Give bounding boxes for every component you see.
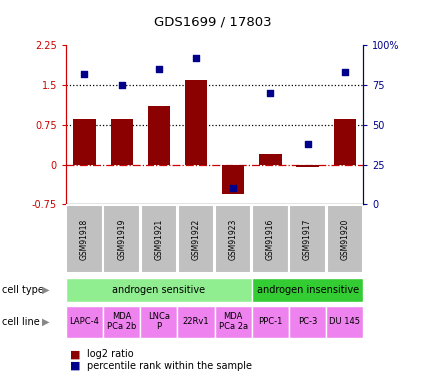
Point: [304, 141, 311, 147]
FancyBboxPatch shape: [66, 278, 252, 302]
Bar: [110, 119, 133, 165]
Text: cell line: cell line: [2, 316, 40, 327]
Point: [230, 186, 237, 192]
Bar: [296, 165, 319, 167]
Text: LAPC-4: LAPC-4: [70, 317, 99, 326]
Text: PPC-1: PPC-1: [258, 317, 283, 326]
Text: GDS1699 / 17803: GDS1699 / 17803: [154, 15, 271, 28]
Text: GSM91917: GSM91917: [303, 218, 312, 260]
FancyBboxPatch shape: [140, 306, 178, 338]
Text: cell type: cell type: [2, 285, 44, 295]
Text: GSM91923: GSM91923: [229, 218, 238, 260]
FancyBboxPatch shape: [326, 205, 363, 273]
Text: ■: ■: [70, 361, 81, 370]
Text: GSM91918: GSM91918: [80, 218, 89, 259]
Point: [81, 71, 88, 77]
Text: androgen sensitive: androgen sensitive: [112, 285, 205, 295]
FancyBboxPatch shape: [178, 306, 215, 338]
Point: [156, 66, 162, 72]
Text: DU 145: DU 145: [329, 317, 360, 326]
FancyBboxPatch shape: [103, 205, 140, 273]
Text: MDA
PCa 2a: MDA PCa 2a: [218, 312, 248, 331]
FancyBboxPatch shape: [289, 205, 326, 273]
Point: [118, 82, 125, 88]
FancyBboxPatch shape: [215, 205, 252, 273]
Text: ▶: ▶: [42, 285, 50, 295]
Point: [341, 69, 348, 75]
FancyBboxPatch shape: [141, 205, 177, 273]
Text: GSM91922: GSM91922: [192, 218, 201, 259]
Bar: [222, 165, 244, 194]
FancyBboxPatch shape: [103, 306, 140, 338]
Text: GSM91919: GSM91919: [117, 218, 126, 260]
Text: LNCa
P: LNCa P: [148, 312, 170, 331]
Text: log2 ratio: log2 ratio: [87, 350, 134, 359]
Text: androgen insensitive: androgen insensitive: [257, 285, 359, 295]
Bar: [185, 80, 207, 165]
FancyBboxPatch shape: [178, 205, 214, 273]
FancyBboxPatch shape: [215, 306, 252, 338]
Bar: [259, 154, 281, 165]
FancyBboxPatch shape: [66, 205, 103, 273]
Text: GSM91920: GSM91920: [340, 218, 349, 260]
Text: ▶: ▶: [42, 316, 50, 327]
Text: ■: ■: [70, 350, 81, 359]
Point: [267, 90, 274, 96]
Point: [193, 55, 199, 61]
Text: 22Rv1: 22Rv1: [183, 317, 210, 326]
Bar: [148, 106, 170, 165]
Text: MDA
PCa 2b: MDA PCa 2b: [107, 312, 136, 331]
Text: GSM91921: GSM91921: [154, 218, 163, 259]
Text: GSM91916: GSM91916: [266, 218, 275, 260]
FancyBboxPatch shape: [66, 306, 103, 338]
Bar: [73, 119, 96, 165]
FancyBboxPatch shape: [252, 205, 289, 273]
Text: percentile rank within the sample: percentile rank within the sample: [87, 361, 252, 370]
FancyBboxPatch shape: [252, 278, 363, 302]
Bar: [334, 119, 356, 165]
FancyBboxPatch shape: [252, 306, 289, 338]
Text: PC-3: PC-3: [298, 317, 317, 326]
FancyBboxPatch shape: [289, 306, 326, 338]
FancyBboxPatch shape: [326, 306, 363, 338]
